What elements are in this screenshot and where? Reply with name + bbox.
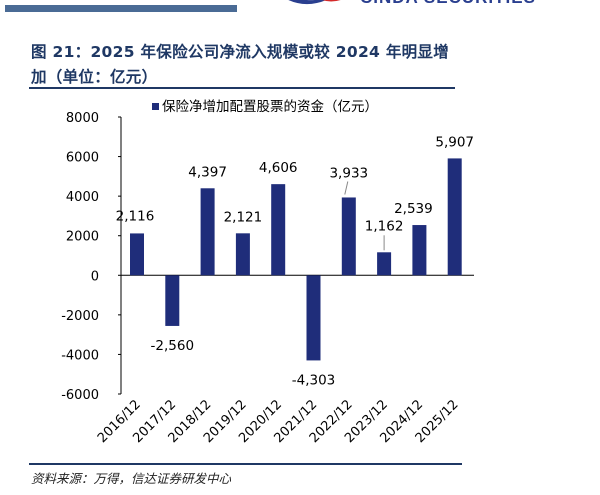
y-tick-label: 6000 xyxy=(66,151,99,166)
data-label: 2,116 xyxy=(116,208,155,224)
y-tick-label: -6000 xyxy=(61,388,99,403)
y-tick-label: 0 xyxy=(91,269,99,284)
title-divider xyxy=(29,87,455,89)
data-label: 4,397 xyxy=(188,164,227,180)
bar-2017/12 xyxy=(165,275,180,326)
data-label: -4,303 xyxy=(292,372,336,388)
data-label: 1,162 xyxy=(365,218,404,234)
bar-2018/12 xyxy=(200,188,215,276)
bar-2019/12 xyxy=(235,233,250,276)
logo-swoosh-icon xyxy=(288,0,341,5)
data-label: 2,539 xyxy=(394,201,433,217)
bar-2023/12 xyxy=(377,252,392,276)
bar-2020/12 xyxy=(271,184,286,276)
data-label: -2,560 xyxy=(151,338,195,354)
bar-2025/12 xyxy=(447,158,462,276)
y-tick-label: -4000 xyxy=(61,348,99,363)
bar-2024/12 xyxy=(412,225,427,276)
legend-label: 保险净增加配置股票的资金（亿元） xyxy=(162,99,378,115)
data-label: 5,907 xyxy=(435,134,474,150)
y-tick-label: 2000 xyxy=(66,230,99,245)
y-tick-label: 4000 xyxy=(66,190,99,205)
y-tick-label: 8000 xyxy=(66,111,99,126)
y-tick-label: -2000 xyxy=(61,309,99,324)
legend-swatch xyxy=(152,103,159,110)
leader-line xyxy=(344,181,349,195)
data-label: 4,606 xyxy=(259,160,298,176)
footer-divider xyxy=(29,463,462,465)
data-label: 2,121 xyxy=(224,209,263,225)
bar-2016/12 xyxy=(130,233,144,276)
logo-text: CINDA SECURITIES xyxy=(360,0,536,8)
source-note: 资料来源：万得，信达证券研发中心 xyxy=(31,471,232,486)
header-accent-bar xyxy=(5,5,237,12)
bar-2021/12 xyxy=(306,275,321,361)
bar-2022/12 xyxy=(341,197,356,276)
figure-title: 图 21：2025 年保险公司净流入规模或较 2024 年明显增加（单位：亿元） xyxy=(31,43,450,86)
data-label: 3,933 xyxy=(329,165,368,181)
company-logo: CINDA SECURITIES xyxy=(268,0,600,8)
